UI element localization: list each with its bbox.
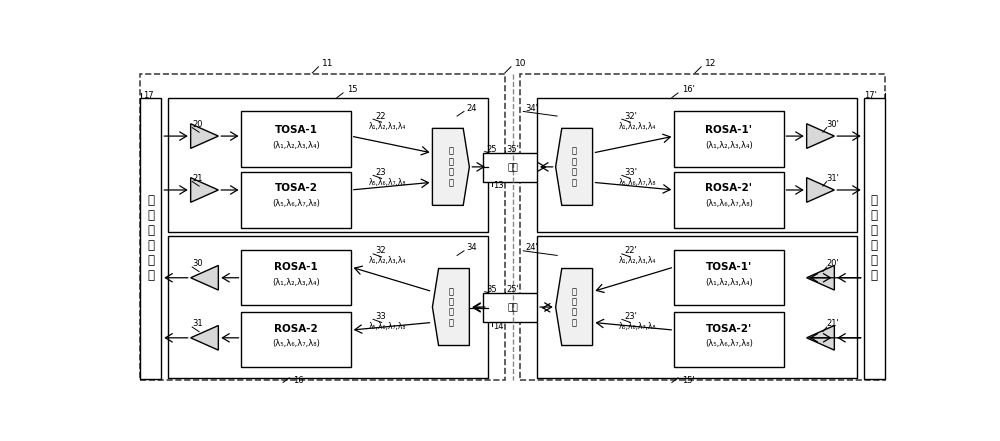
Text: 15': 15': [682, 376, 695, 385]
Text: ROSA-1': ROSA-1': [705, 125, 752, 135]
Text: 12: 12: [705, 59, 716, 68]
Text: 14: 14: [493, 322, 504, 331]
Text: 35: 35: [486, 285, 497, 294]
Polygon shape: [807, 124, 834, 149]
Text: 21': 21': [827, 319, 839, 329]
Text: 20: 20: [192, 120, 203, 129]
Text: 电
连
接
器
接
口: 电 连 接 器 接 口: [871, 194, 878, 282]
Text: 17': 17': [864, 91, 877, 100]
Polygon shape: [807, 325, 834, 350]
Bar: [241, 312, 351, 367]
Bar: [674, 112, 784, 167]
Bar: [140, 75, 505, 380]
Text: 34: 34: [466, 243, 477, 252]
Text: λ₁,λ₂,λ₃,λ₄: λ₁,λ₂,λ₃,λ₄: [619, 122, 656, 131]
Text: 13: 13: [493, 181, 504, 190]
Text: 10: 10: [515, 59, 526, 68]
Polygon shape: [432, 269, 469, 345]
Polygon shape: [191, 325, 218, 350]
Bar: [537, 97, 857, 232]
Text: 20': 20': [827, 259, 839, 269]
Text: λ₅,λ₆,λ₇,λ₈: λ₅,λ₆,λ₇,λ₈: [618, 178, 656, 187]
Bar: [241, 172, 351, 228]
Text: (λ₅,λ₆,λ₇,λ₈): (λ₅,λ₆,λ₇,λ₈): [272, 340, 320, 348]
Text: λ₅,λ₆,λ₇,λ₈: λ₅,λ₆,λ₇,λ₈: [369, 178, 407, 187]
Polygon shape: [807, 265, 834, 290]
Polygon shape: [556, 128, 593, 206]
Text: 35': 35': [506, 145, 519, 153]
Bar: [483, 293, 542, 322]
Polygon shape: [191, 178, 218, 202]
Bar: [241, 250, 351, 306]
Text: TOSA-1': TOSA-1': [706, 262, 752, 272]
Bar: [241, 112, 351, 167]
Text: 23': 23': [624, 312, 637, 321]
Text: 17: 17: [143, 91, 154, 100]
Text: (λ₅,λ₆,λ₇,λ₈): (λ₅,λ₆,λ₇,λ₈): [705, 198, 753, 208]
Text: (λ₁,λ₂,λ₃,λ₄): (λ₁,λ₂,λ₃,λ₄): [272, 141, 320, 150]
Text: λ₁,λ₂,λ₃,λ₄: λ₁,λ₂,λ₃,λ₄: [369, 122, 406, 131]
Text: TOSA-2': TOSA-2': [706, 324, 752, 333]
Text: 31': 31': [827, 174, 840, 183]
Text: (λ₁,λ₂,λ₃,λ₄): (λ₁,λ₂,λ₃,λ₄): [705, 278, 753, 287]
Text: λ₁,λ₂,λ₃,λ₄: λ₁,λ₂,λ₃,λ₄: [369, 256, 406, 265]
Text: 24: 24: [466, 104, 477, 113]
Polygon shape: [191, 265, 218, 290]
Text: 25: 25: [486, 145, 497, 153]
Text: 光
合
路
器: 光 合 路 器: [448, 147, 453, 187]
Text: 22': 22': [624, 247, 637, 255]
Bar: [168, 97, 488, 232]
Text: 21: 21: [192, 174, 203, 183]
Text: 32': 32': [624, 112, 637, 120]
Text: TOSA-1: TOSA-1: [275, 125, 318, 135]
Text: λ₅,λ₆,λ₇,λ₈: λ₅,λ₆,λ₇,λ₈: [369, 322, 407, 331]
Text: 23: 23: [375, 168, 386, 177]
Text: 24': 24': [526, 243, 538, 252]
Text: 光纤: 光纤: [507, 303, 518, 312]
Text: λ₅,λ₆,λ₇,λ₈: λ₅,λ₆,λ₇,λ₈: [618, 322, 656, 331]
Polygon shape: [191, 124, 218, 149]
Text: 光
分
路
器: 光 分 路 器: [572, 147, 577, 187]
Text: 25': 25': [506, 285, 519, 294]
Text: 30: 30: [192, 259, 203, 269]
Polygon shape: [807, 178, 834, 202]
Text: 16: 16: [293, 376, 304, 385]
Bar: [864, 97, 885, 379]
Text: TOSA-2: TOSA-2: [275, 183, 318, 193]
Text: 16': 16': [682, 86, 695, 94]
Bar: [140, 97, 161, 379]
Text: 31: 31: [192, 319, 203, 329]
Text: 34': 34': [526, 104, 538, 113]
Bar: [537, 236, 857, 378]
Text: 33: 33: [375, 312, 386, 321]
Text: 22: 22: [375, 112, 386, 120]
Text: 33': 33': [624, 168, 637, 177]
Bar: [674, 172, 784, 228]
Text: ROSA-2: ROSA-2: [274, 324, 318, 333]
Bar: [168, 236, 488, 378]
Text: 32: 32: [375, 247, 386, 255]
Text: 光纤: 光纤: [507, 163, 518, 172]
Text: 11: 11: [322, 59, 334, 68]
Bar: [483, 153, 542, 182]
Bar: [520, 75, 885, 380]
Text: (λ₅,λ₆,λ₇,λ₈): (λ₅,λ₆,λ₇,λ₈): [272, 198, 320, 208]
Text: 30': 30': [827, 120, 840, 129]
Text: ROSA-2': ROSA-2': [705, 183, 752, 193]
Text: 电
连
接
器
接
口: 电 连 接 器 接 口: [147, 194, 154, 282]
Text: 光
分
路
器: 光 分 路 器: [448, 287, 453, 327]
Text: 15: 15: [347, 86, 357, 94]
Text: (λ₁,λ₂,λ₃,λ₄): (λ₁,λ₂,λ₃,λ₄): [705, 141, 753, 150]
Text: (λ₁,λ₂,λ₃,λ₄): (λ₁,λ₂,λ₃,λ₄): [272, 278, 320, 287]
Bar: [674, 250, 784, 306]
Polygon shape: [432, 128, 469, 206]
Text: λ₁,λ₂,λ₃,λ₄: λ₁,λ₂,λ₃,λ₄: [619, 256, 656, 265]
Text: ROSA-1: ROSA-1: [274, 262, 318, 272]
Bar: [674, 312, 784, 367]
Text: 光
合
路
器: 光 合 路 器: [572, 287, 577, 327]
Text: (λ₅,λ₆,λ₇,λ₈): (λ₅,λ₆,λ₇,λ₈): [705, 340, 753, 348]
Polygon shape: [556, 269, 593, 345]
